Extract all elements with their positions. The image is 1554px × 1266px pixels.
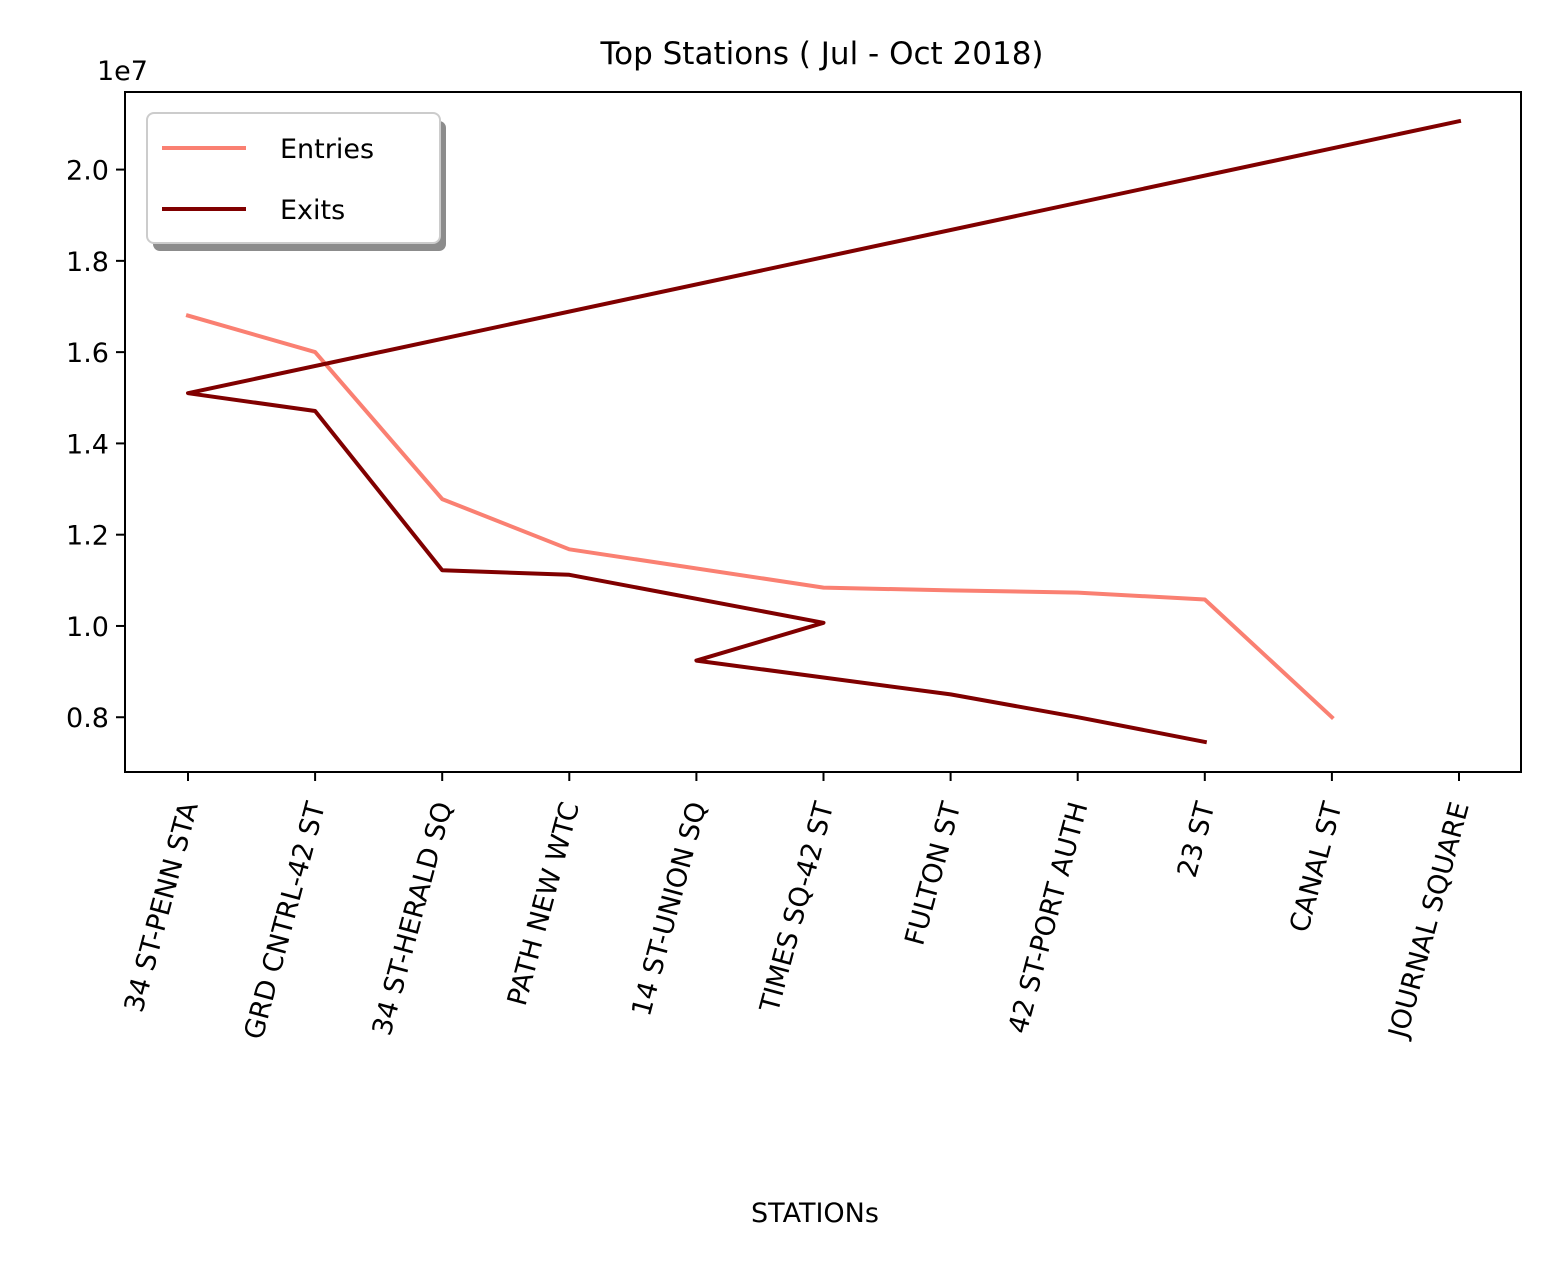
- x-tick-label: GRD CNTRL-42 ST: [239, 798, 332, 1042]
- legend-label-entries: Entries: [280, 134, 374, 165]
- y-tick-label: 1.4: [66, 429, 109, 460]
- legend-label-exits: Exits: [280, 195, 345, 226]
- x-tick-label: FULTON ST: [899, 798, 967, 948]
- y-tick-label: 1.6: [66, 338, 109, 369]
- x-tick-label: PATH NEW WTC: [502, 799, 586, 1009]
- x-axis-label: STATIONs: [751, 1198, 879, 1229]
- y-axis-offset-label: 1e7: [97, 56, 148, 87]
- x-tick-label: JOURNAL SQUARE: [1383, 799, 1476, 1043]
- x-tick-label: CANAL ST: [1284, 798, 1349, 935]
- series-line-entries: [185, 313, 1335, 721]
- x-tick-label: TIMES SQ-42 ST: [754, 798, 840, 1016]
- x-tick-label: 23 ST: [1172, 798, 1222, 880]
- series-line-exits: [186, 118, 1462, 745]
- x-tick-label: 34 ST-HERALD SQ: [367, 799, 459, 1039]
- y-tick-label: 1.8: [66, 247, 109, 278]
- y-tick-label: 2.0: [66, 156, 109, 187]
- x-tick-label: 34 ST-PENN STA: [119, 798, 205, 1015]
- chart-title: Top Stations ( Jul - Oct 2018): [599, 36, 1043, 72]
- y-tick-label: 1.2: [66, 521, 109, 552]
- legend: Entries Exits: [146, 112, 446, 251]
- y-tick-label: 0.8: [66, 703, 109, 734]
- plot-area: [185, 118, 1462, 745]
- x-tick-label: 14 ST-UNION SQ: [626, 799, 713, 1020]
- y-tick-label: 1.0: [66, 612, 109, 643]
- x-tick-label: 42 ST-PORT AUTH: [1003, 799, 1095, 1037]
